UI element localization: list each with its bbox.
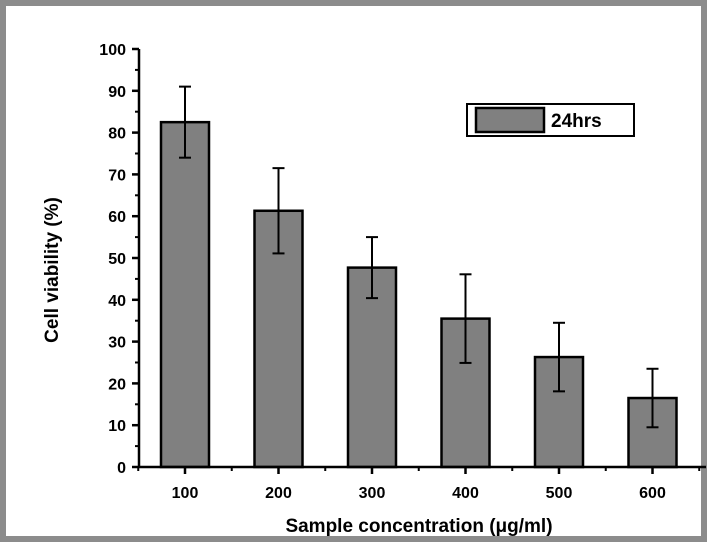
y-tick-label: 70 <box>108 167 126 184</box>
error-bar-400 <box>459 273 472 364</box>
bar-100 <box>159 120 211 469</box>
y-tick-label: 100 <box>99 42 126 59</box>
x-tick-label-200: 200 <box>265 485 292 502</box>
x-ticks-group: 100 200 300 400 500 600 <box>137 467 701 502</box>
y-axis-title: Cell viability (%) <box>42 197 63 343</box>
y-tick-label: 0 <box>117 460 126 477</box>
x-tick-label-600: 600 <box>639 485 666 502</box>
y-tick-label: 40 <box>108 293 126 310</box>
y-tick-label: 10 <box>108 418 126 435</box>
error-bar-300 <box>366 236 378 300</box>
bars-group <box>159 120 678 469</box>
x-tick-label-100: 100 <box>172 485 199 502</box>
x-tick-label-500: 500 <box>546 485 573 502</box>
y-tick-label: 30 <box>108 335 126 352</box>
y-tick-label: 60 <box>108 209 126 226</box>
bar-500 <box>533 355 585 469</box>
legend-label: 24hrs <box>551 111 602 132</box>
x-tick-label-300: 300 <box>359 485 386 502</box>
bar-chart: 0 10 20 30 40 50 60 70 80 90 100 100 200 300 400 500 60… <box>42 42 706 537</box>
y-tick-label: 50 <box>108 251 126 268</box>
error-bar-100 <box>179 85 191 159</box>
x-axis-title: Sample concentration (μg/ml) <box>285 516 552 537</box>
legend: 24hrs <box>466 103 635 137</box>
legend-swatch <box>474 106 546 134</box>
x-tick-label-400: 400 <box>452 485 479 502</box>
error-bar-600 <box>646 367 659 429</box>
y-tick-label: 80 <box>108 126 126 143</box>
y-tick-label: 90 <box>108 84 126 101</box>
y-tick-label: 20 <box>108 376 126 393</box>
error-bar-500 <box>553 321 565 393</box>
bar-300 <box>346 266 398 469</box>
error-bar-200 <box>272 167 285 255</box>
y-ticks-group: 0 10 20 30 40 50 60 70 80 90 100 <box>99 42 139 477</box>
error-bars-group <box>179 85 659 429</box>
